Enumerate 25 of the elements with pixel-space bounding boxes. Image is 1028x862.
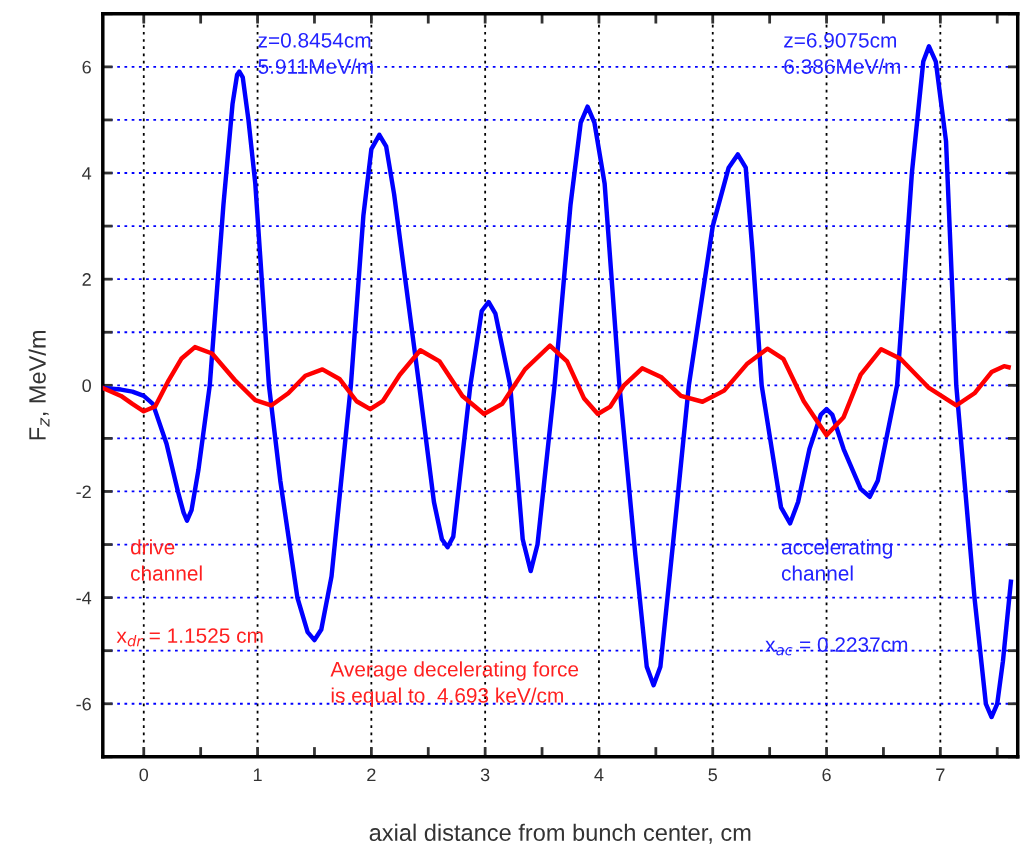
- annotation: drive channel: [130, 539, 202, 581]
- annotation: x$_{dr}$ = 1.1525 cm: [116, 628, 263, 647]
- x-tick-label: 5: [708, 768, 718, 782]
- line-series: [102, 343, 1011, 438]
- y-tick-label: -4: [76, 591, 92, 605]
- y-tick-label: 4: [82, 167, 92, 180]
- y-axis-title: F$_{z}$, MeV/m: [28, 330, 50, 440]
- annotation: z=6.9075cm 6.386MeV/m: [784, 32, 901, 74]
- annotation: x$_{ac}$ = 0.2237cm: [765, 637, 908, 656]
- y-tick-label: 0: [82, 379, 91, 393]
- y-tick-label: -2: [76, 485, 91, 499]
- x-tick-label: 1: [253, 768, 262, 782]
- x-tick-label: 7: [936, 768, 945, 782]
- x-tick-label: 0: [139, 768, 149, 782]
- x-tick-label: 4: [594, 768, 604, 782]
- annotation: Average decelerating force is equal to 4.693 keV/cm: [330, 661, 579, 707]
- x-tick-label: 6: [822, 768, 831, 782]
- y-tick-label: 2: [82, 273, 91, 286]
- annotation: accelerating channel: [781, 539, 893, 581]
- y-tick-label: -6: [76, 697, 91, 711]
- x-tick-label: 3: [480, 768, 490, 782]
- y-tick-label: 6: [82, 60, 91, 74]
- x-axis-title: axial distance from bunch center, cm: [369, 823, 751, 844]
- annotation: z=0.8454cm 5.911MeV/m: [258, 32, 373, 74]
- x-tick-label: 2: [367, 768, 376, 782]
